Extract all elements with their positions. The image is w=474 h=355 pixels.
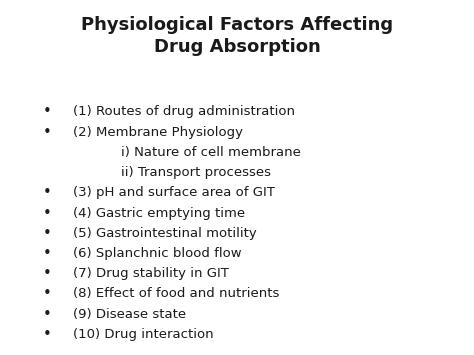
Text: •: • — [43, 307, 52, 322]
Text: •: • — [43, 327, 52, 342]
Text: ii) Transport processes: ii) Transport processes — [121, 166, 271, 179]
Text: (4) Gastric emptying time: (4) Gastric emptying time — [73, 207, 246, 219]
Text: (8) Effect of food and nutrients: (8) Effect of food and nutrients — [73, 288, 280, 300]
Text: •: • — [43, 206, 52, 220]
Text: •: • — [43, 185, 52, 200]
Text: •: • — [43, 286, 52, 301]
Text: i) Nature of cell membrane: i) Nature of cell membrane — [121, 146, 301, 159]
Text: •: • — [43, 125, 52, 140]
Text: •: • — [43, 104, 52, 119]
Text: Physiological Factors Affecting
Drug Absorption: Physiological Factors Affecting Drug Abs… — [81, 16, 393, 56]
Text: (1) Routes of drug administration: (1) Routes of drug administration — [73, 105, 295, 118]
Text: (7) Drug stability in GIT: (7) Drug stability in GIT — [73, 267, 229, 280]
Text: •: • — [43, 226, 52, 241]
Text: (9) Disease state: (9) Disease state — [73, 308, 187, 321]
Text: •: • — [43, 246, 52, 261]
Text: (5) Gastrointestinal motility: (5) Gastrointestinal motility — [73, 227, 257, 240]
Text: (3) pH and surface area of GIT: (3) pH and surface area of GIT — [73, 186, 275, 199]
Text: (2) Membrane Physiology: (2) Membrane Physiology — [73, 126, 244, 138]
Text: •: • — [43, 266, 52, 281]
Text: (6) Splanchnic blood flow: (6) Splanchnic blood flow — [73, 247, 242, 260]
Text: (10) Drug interaction: (10) Drug interaction — [73, 328, 214, 341]
